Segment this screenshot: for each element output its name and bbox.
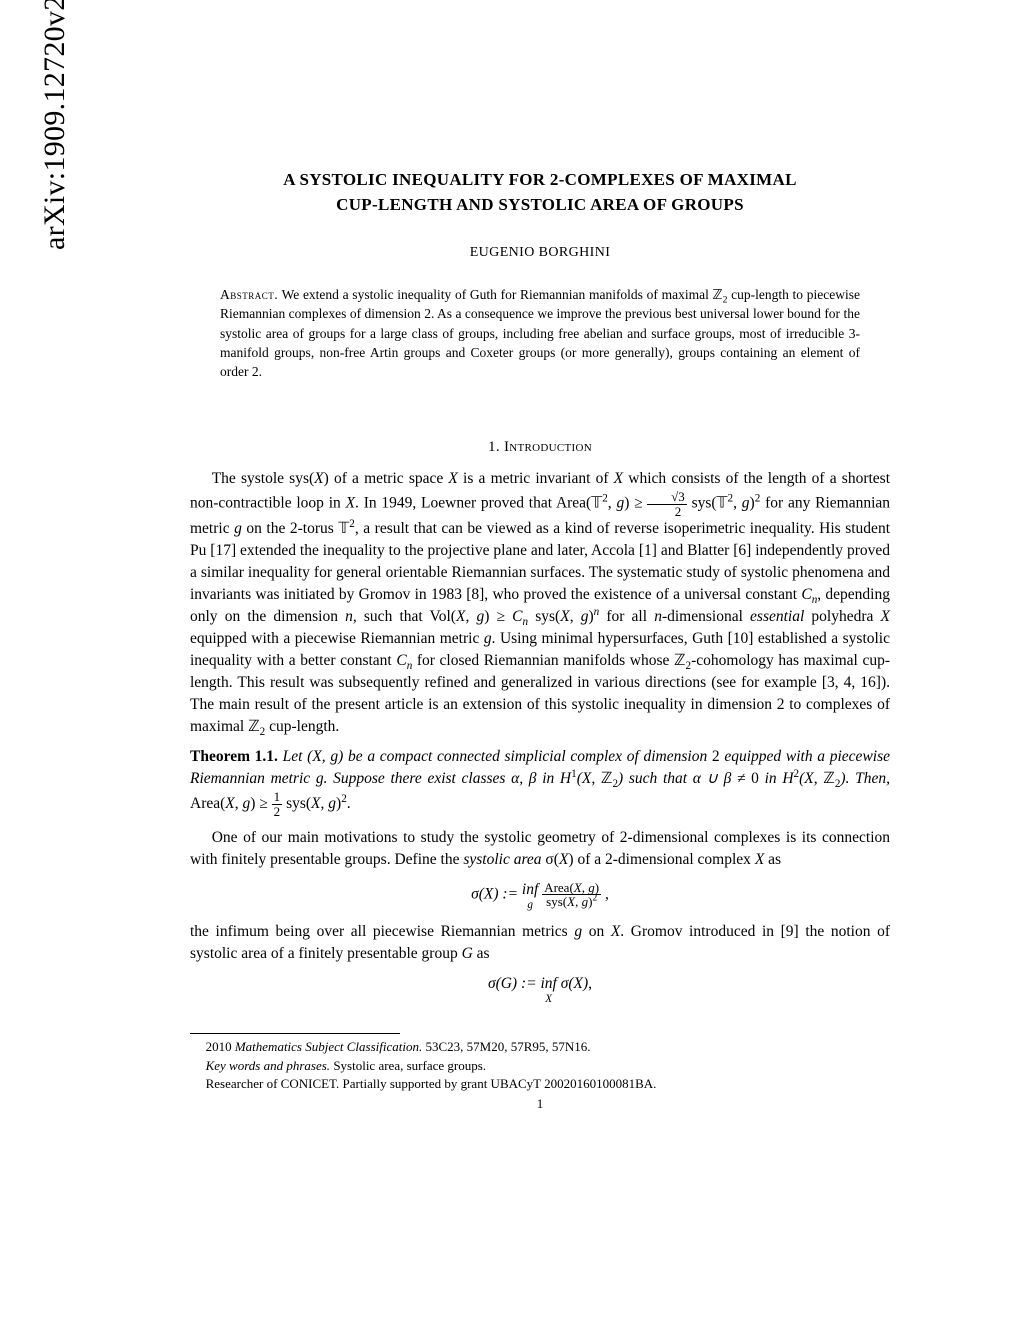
msc-label: 2010 Mathematics Subject Classification. <box>206 1039 423 1054</box>
keywords-label: Key words and phrases. <box>206 1058 330 1073</box>
section-title: Introduction <box>504 439 592 455</box>
paragraph-3: the infimum being over all piecewise Rie… <box>190 921 890 965</box>
paragraph-2: One of our main motivations to study the… <box>190 827 890 871</box>
section-heading: 1. Introduction <box>190 439 890 456</box>
abstract-text: We extend a systolic inequality of Guth … <box>220 287 860 379</box>
paragraph-2-block: One of our main motivations to study the… <box>190 827 890 871</box>
footnote-msc: 2010 Mathematics Subject Classification.… <box>190 1038 890 1057</box>
theorem-body: Let (X, g) be a compact connected simpli… <box>283 748 712 765</box>
theorem-dim: 2 <box>712 748 720 765</box>
abstract-label: Abstract. <box>220 287 278 302</box>
footnotes-block: 2010 Mathematics Subject Classification.… <box>190 1038 890 1095</box>
formula-systolic-area-G: σ(G) := infX σ(X), <box>190 975 890 1005</box>
arxiv-identifier: arXiv:1909.12720v2 [math.GT] 13 Oct 2019 <box>38 0 72 250</box>
abstract-block: Abstract. We extend a systolic inequalit… <box>190 285 890 381</box>
footnote-keywords: Key words and phrases. Systolic area, su… <box>190 1057 890 1076</box>
title-line-1: A SYSTOLIC INEQUALITY FOR 2-COMPLEXES OF… <box>283 170 796 189</box>
theorem-1-1: Theorem 1.1. Let (X, g) be a compact con… <box>190 746 890 818</box>
theorem-body-3: (X, <box>577 770 601 787</box>
msc-codes: 53C23, 57M20, 57R95, 57N16. <box>426 1039 591 1054</box>
footnote-support: Researcher of CONICET. Partially support… <box>190 1075 890 1094</box>
section-number: 1. <box>488 439 500 455</box>
keywords-text: Systolic area, surface groups. <box>333 1058 486 1073</box>
paragraph-3-block: the infimum being over all piecewise Rie… <box>190 921 890 965</box>
theorem-body-4: ) such that α ∪ β ≠ <box>618 770 751 787</box>
formula-systolic-area-X: σ(X) := infg Area(X, g)sys(X, g)2 , <box>190 881 890 911</box>
paper-title: A SYSTOLIC INEQUALITY FOR 2-COMPLEXES OF… <box>190 168 890 217</box>
theorem-body-5: in H <box>759 770 794 787</box>
introduction-body: The systole sys(X) of a metric space X i… <box>190 468 890 738</box>
page-content: A SYSTOLIC INEQUALITY FOR 2-COMPLEXES OF… <box>190 168 890 1112</box>
title-line-2: CUP-LENGTH AND SYSTOLIC AREA OF GROUPS <box>336 195 744 214</box>
theorem-body-7: ). Then, <box>840 770 890 787</box>
paragraph-1: The systole sys(X) of a metric space X i… <box>190 468 890 738</box>
theorem-formula: Area(X, g) ≥ 12 sys(X, g)2. <box>190 795 351 812</box>
theorem-label: Theorem 1.1. <box>190 748 278 765</box>
arxiv-text: arXiv:1909.12720v2 [math.GT] 13 Oct 2019 <box>38 0 71 250</box>
author-name: EUGENIO BORGHINI <box>190 245 890 261</box>
theorem-body-6: (X, <box>799 770 823 787</box>
page-number: 1 <box>190 1096 890 1112</box>
